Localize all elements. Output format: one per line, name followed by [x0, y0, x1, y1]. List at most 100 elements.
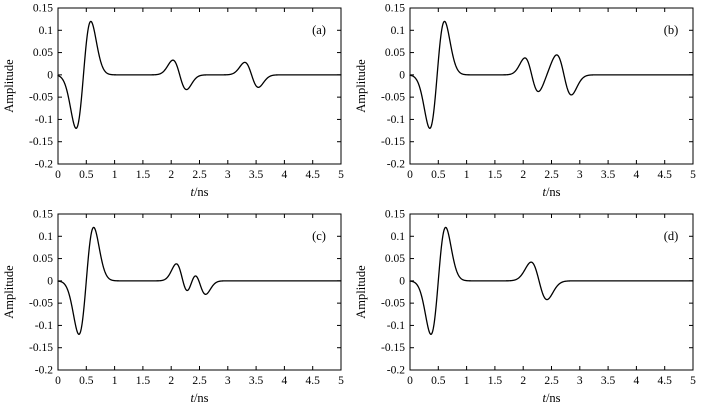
x-tick-label: 1.5: [488, 169, 503, 181]
x-tick-label: 0.5: [79, 169, 94, 181]
subplot-c-canvas: 0 0.5 1 1.5 2 2.5 3 3.5 4 4.5 5 -0.2 -0.15 -0.1 -0.05 0…: [2, 209, 344, 406]
x-tick-label: 2.5: [544, 375, 559, 387]
x-tick-label: 0: [55, 375, 61, 387]
subplot-b-canvas: 0 0.5 1 1.5 2 2.5 3 3.5 4 4.5 5 -0.2 -0.15 -0.1 -0.05 0…: [354, 3, 696, 200]
x-tick-label: 1: [464, 375, 470, 387]
x-tick-label: 2.5: [544, 169, 559, 181]
y-tick-label: -0.05: [29, 92, 53, 104]
y-tick-label: -0.05: [381, 92, 405, 104]
x-tick-label: 1.5: [488, 375, 503, 387]
x-tick-label: 4.5: [306, 375, 321, 387]
x-tick-label: 0.5: [79, 375, 94, 387]
subplot-d: 0 0.5 1 1.5 2 2.5 3 3.5 4 4.5 5 -0.2 -0.15 -0.1 -0.05 0…: [352, 206, 704, 412]
y-tick-label: -0.15: [381, 136, 405, 148]
x-tick-label: 4.5: [658, 169, 673, 181]
x-tick-label: 0.5: [431, 375, 446, 387]
x-axis-label: t/ns: [190, 391, 208, 405]
subplot-a-canvas: 0 0.5 1 1.5 2 2.5 3 3.5 4 4.5 5 -0.2 -0.15 -0.1 -0.05 0…: [2, 3, 344, 200]
y-axis-label: Amplitude: [354, 59, 368, 113]
x-tick-label: 1.5: [136, 375, 151, 387]
waveform-line: [57, 20, 342, 129]
panel-label: (c): [312, 229, 326, 243]
y-tick-label: -0.2: [35, 365, 53, 377]
waveform-line: [57, 226, 342, 335]
plot-frame: [409, 213, 694, 371]
x-axis-label: t/ns: [190, 185, 208, 199]
x-tick-label: 3: [225, 169, 231, 181]
x-tick-label: 3.5: [249, 169, 264, 181]
plot-frame: [57, 213, 342, 371]
y-axis-label: Amplitude: [2, 265, 16, 319]
y-tick-label: -0.2: [35, 159, 53, 171]
panel-label: (a): [312, 23, 326, 37]
y-tick-label: 0.15: [385, 209, 405, 221]
x-tick-label: 5: [338, 375, 344, 387]
y-tick-label: -0.1: [387, 114, 405, 126]
y-tick-label: -0.15: [29, 342, 53, 354]
x-axis-label: t/ns: [542, 185, 560, 199]
y-tick-label: -0.15: [381, 342, 405, 354]
y-axis-label: Amplitude: [354, 265, 368, 319]
x-tick-label: 1: [112, 169, 118, 181]
x-tick-label: 5: [690, 169, 696, 181]
y-tick-label: -0.2: [387, 365, 405, 377]
panel-label: (d): [664, 229, 679, 243]
x-tick-label: 2: [168, 375, 174, 387]
y-tick-label: 0.05: [33, 47, 53, 59]
x-tick-label: 3.5: [601, 375, 616, 387]
y-tick-label: -0.1: [35, 320, 53, 332]
y-tick-label: 0.05: [33, 253, 53, 265]
y-tick-label: 0.1: [39, 231, 54, 243]
x-tick-label: 4.5: [306, 169, 321, 181]
y-tick-label: 0: [399, 275, 405, 287]
x-tick-label: 0: [407, 375, 413, 387]
x-tick-label: 1: [112, 375, 118, 387]
subplot-b: 0 0.5 1 1.5 2 2.5 3 3.5 4 4.5 5 -0.2 -0.15 -0.1 -0.05 0…: [352, 0, 704, 206]
y-tick-label: 0.05: [385, 47, 405, 59]
x-tick-label: 2: [168, 169, 174, 181]
x-tick-label: 2: [520, 375, 526, 387]
y-axis-label: Amplitude: [2, 59, 16, 113]
panel-label: (b): [664, 23, 679, 37]
x-tick-label: 3: [577, 375, 583, 387]
x-tick-label: 2.5: [192, 169, 207, 181]
y-tick-label: 0.15: [33, 3, 53, 15]
y-tick-label: 0.15: [385, 3, 405, 15]
x-tick-label: 4.5: [658, 375, 673, 387]
x-tick-label: 0: [55, 169, 61, 181]
waveform-line: [409, 20, 694, 129]
y-tick-label: 0: [47, 275, 53, 287]
x-tick-label: 2: [520, 169, 526, 181]
x-tick-label: 4: [634, 375, 640, 387]
y-tick-label: -0.1: [387, 320, 405, 332]
x-tick-label: 5: [690, 375, 696, 387]
y-tick-label: 0.1: [39, 25, 54, 37]
y-tick-label: -0.1: [35, 114, 53, 126]
x-tick-label: 1.5: [136, 169, 151, 181]
plot-frame: [57, 7, 342, 165]
x-tick-label: 3: [225, 375, 231, 387]
x-tick-label: 0.5: [431, 169, 446, 181]
x-tick-label: 0: [407, 169, 413, 181]
y-tick-label: 0: [47, 69, 53, 81]
x-tick-label: 5: [338, 169, 344, 181]
x-tick-label: 3.5: [601, 169, 616, 181]
waveform-line: [409, 226, 694, 335]
x-tick-label: 4: [282, 375, 288, 387]
x-tick-label: 2.5: [192, 375, 207, 387]
x-tick-label: 4: [634, 169, 640, 181]
x-tick-label: 3.5: [249, 375, 264, 387]
x-axis-label: t/ns: [542, 391, 560, 405]
y-tick-label: 0.1: [391, 25, 406, 37]
y-tick-label: 0.05: [385, 253, 405, 265]
subplot-d-canvas: 0 0.5 1 1.5 2 2.5 3 3.5 4 4.5 5 -0.2 -0.15 -0.1 -0.05 0…: [354, 209, 696, 406]
y-tick-label: 0: [399, 69, 405, 81]
subplot-c: 0 0.5 1 1.5 2 2.5 3 3.5 4 4.5 5 -0.2 -0.15 -0.1 -0.05 0…: [0, 206, 352, 412]
y-tick-label: -0.05: [381, 298, 405, 310]
x-tick-label: 3: [577, 169, 583, 181]
y-tick-label: 0.1: [391, 231, 406, 243]
x-tick-label: 4: [282, 169, 288, 181]
plot-frame: [409, 7, 694, 165]
y-tick-label: 0.15: [33, 209, 53, 221]
